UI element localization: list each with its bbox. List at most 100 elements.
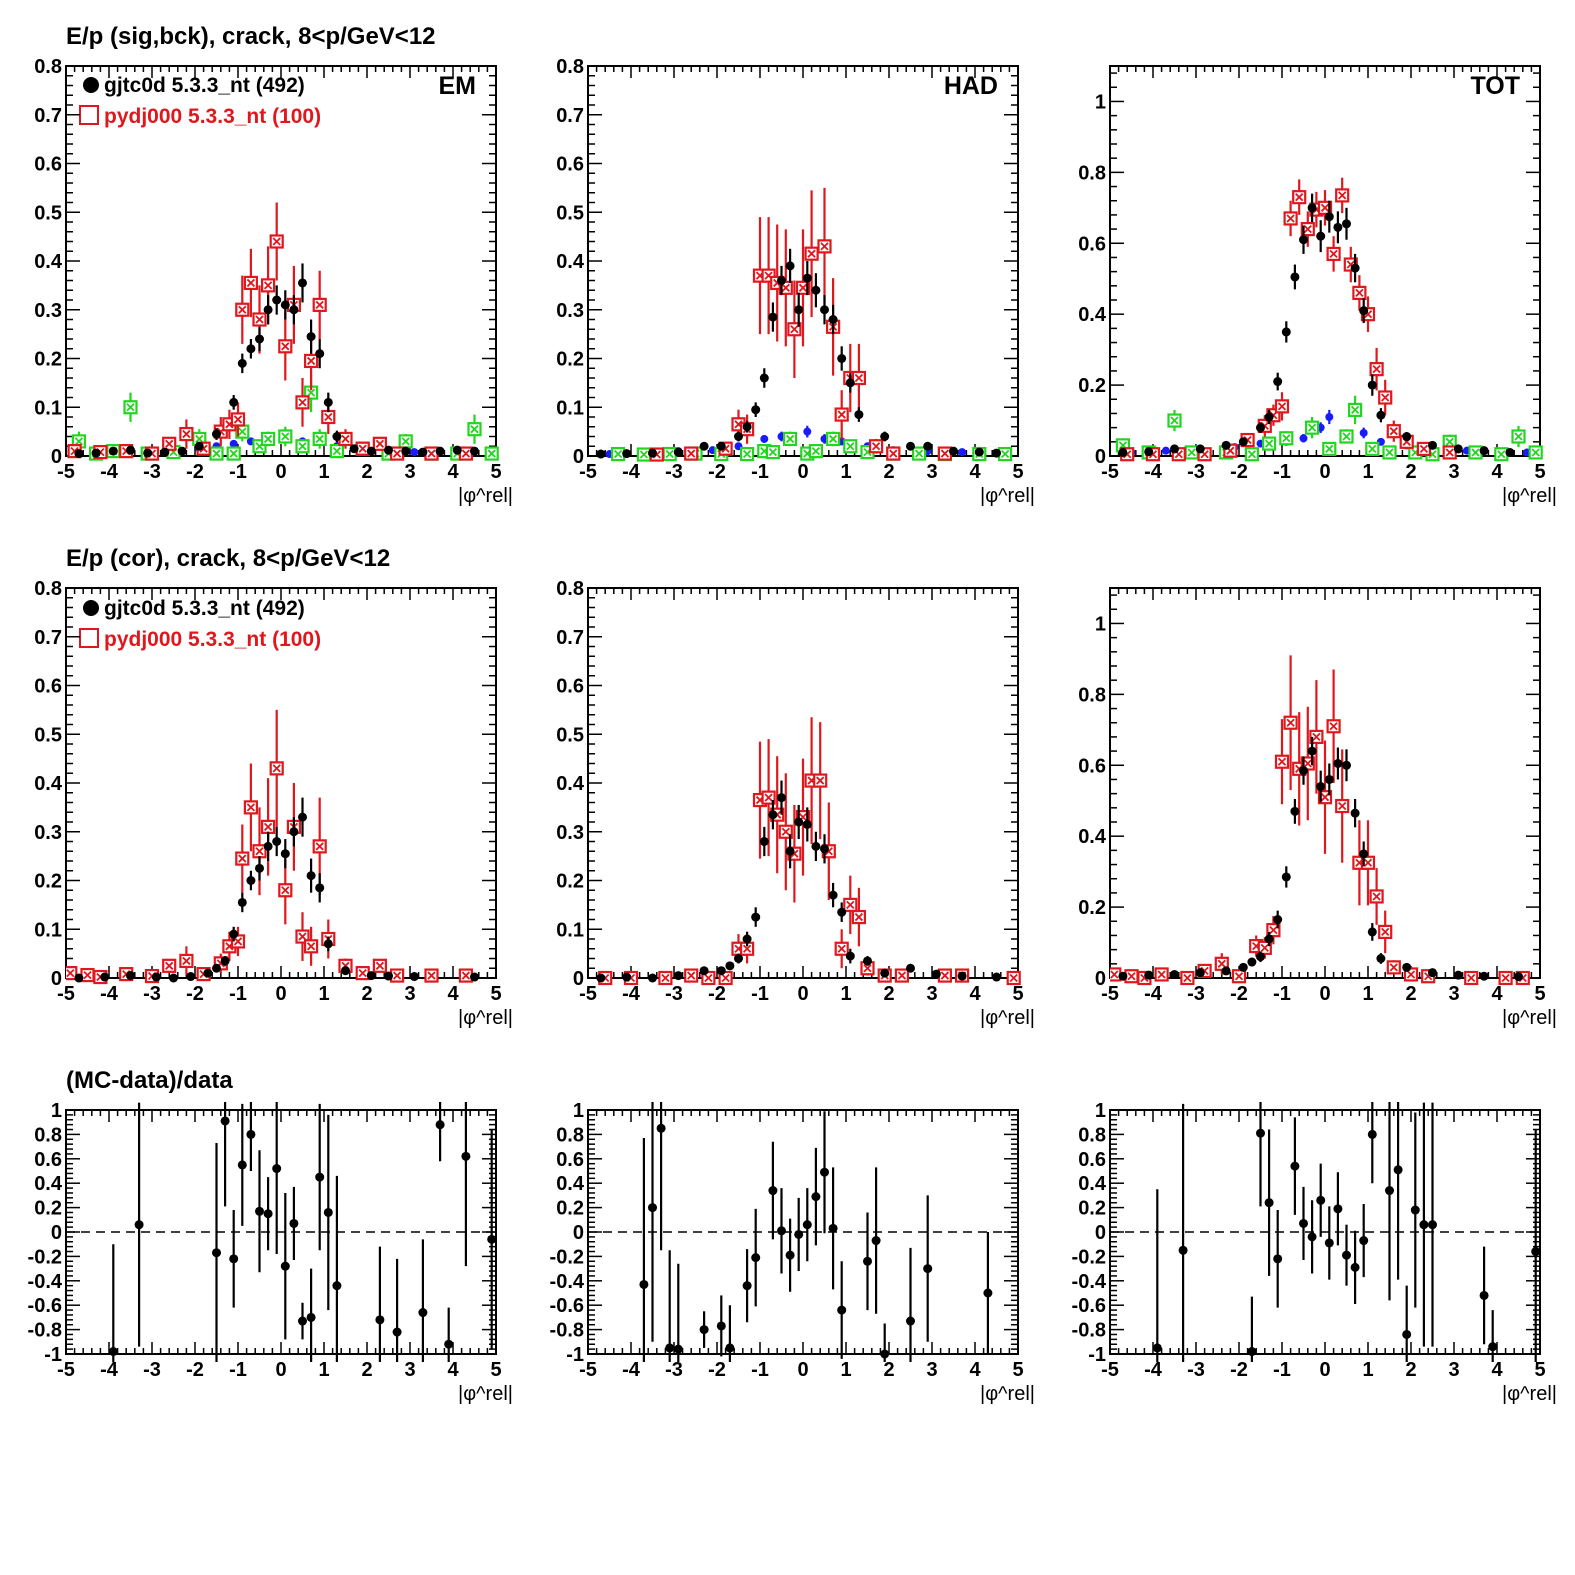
panel-em_sigbck: 0 0.1 0.2 0.3 0.4 0.5 0.6 0.7 0.8 -5 -4 -3 -2 -1 0 1 2 3 4… — [34, 56, 513, 507]
data-point — [673, 971, 683, 981]
y-tick-label: 0.2 — [34, 871, 62, 893]
data-point — [1514, 972, 1523, 982]
data-point — [220, 956, 230, 966]
data-point — [648, 448, 657, 458]
x-tick-label: -2 — [708, 983, 726, 1005]
data-point — [1118, 447, 1128, 457]
marker-cross — [1350, 405, 1360, 415]
data-point — [1367, 927, 1377, 937]
y-tick-label: 0.1 — [34, 397, 62, 419]
data-point — [409, 972, 419, 982]
data-point — [785, 846, 795, 856]
data-point — [461, 1151, 471, 1161]
y-tick-label: 0.8 — [1078, 684, 1106, 706]
data-point — [777, 276, 786, 285]
marker-cross — [375, 961, 385, 970]
background-data-point — [1325, 413, 1334, 421]
x-tick-label: 3 — [926, 1359, 937, 1381]
data-point — [1290, 806, 1300, 816]
data-point — [734, 954, 743, 963]
x-tick-label: -2 — [708, 461, 726, 483]
data-point — [1333, 759, 1343, 768]
data-point — [596, 973, 606, 983]
data-point — [401, 446, 411, 456]
marker-cross — [1260, 943, 1269, 953]
data-point — [306, 1312, 316, 1322]
data-point — [212, 429, 221, 439]
data-point — [126, 971, 135, 981]
x-tick-label: 2 — [1405, 461, 1416, 483]
marker-cross — [255, 315, 264, 324]
marker-cross — [790, 325, 799, 334]
y-tick-label: 0.8 — [1078, 1124, 1106, 1146]
data-point — [699, 441, 709, 451]
x-axis-label: |φ^rel| — [458, 1007, 513, 1029]
x-tick-label: 3 — [1448, 1359, 1459, 1381]
data-point — [74, 449, 84, 459]
y-tick-label: 0.4 — [1078, 304, 1107, 326]
y-tick-label: 0.8 — [556, 56, 584, 78]
x-axis-label: |φ^rel| — [1502, 1383, 1557, 1405]
legend-mc-label-middle: pydj000 5.3.3_nt (100) — [104, 628, 321, 651]
y-tick-label: 0.8 — [34, 56, 62, 78]
data-point — [435, 446, 445, 456]
data-point — [366, 971, 376, 981]
data-point — [418, 1308, 428, 1318]
marker-cross — [1183, 973, 1192, 983]
y-tick-label: -1 — [44, 1344, 62, 1366]
data-point — [759, 837, 769, 846]
data-point — [837, 907, 847, 917]
data-point — [742, 422, 752, 432]
x-tick-label: 1 — [1362, 461, 1373, 483]
x-tick-label: -4 — [622, 461, 641, 483]
markers — [639, 1102, 993, 1362]
x-tick-label: -1 — [751, 461, 769, 483]
marker-cross — [687, 971, 696, 980]
data-point — [794, 305, 804, 315]
marker-cross — [263, 281, 273, 290]
marker-cross — [897, 971, 907, 980]
marker-cross — [298, 398, 307, 407]
data-point — [751, 405, 761, 415]
marker-cross — [1389, 427, 1398, 436]
marker-cross — [665, 449, 674, 459]
x-tick-label: -5 — [1101, 983, 1119, 1005]
data-point — [906, 441, 915, 451]
data-point — [272, 837, 282, 846]
x-tick-label: 4 — [447, 1359, 459, 1381]
marker-cross — [1381, 927, 1390, 937]
marker-cross — [487, 449, 496, 458]
y-tick-label: 0.1 — [556, 919, 584, 941]
marker-cross — [461, 971, 471, 980]
data-point — [263, 1209, 273, 1219]
data-point — [246, 1129, 256, 1139]
data-point — [751, 1253, 761, 1263]
y-tick-label: -0.2 — [28, 1246, 62, 1268]
data-point — [923, 1264, 933, 1274]
x-tick-label: -1 — [751, 983, 769, 1005]
y-tick-label: 0 — [51, 1222, 62, 1244]
marker-cross — [281, 886, 290, 895]
panel-had_sigbck: 0 0.1 0.2 0.3 0.4 0.5 0.6 0.7 0.8 -5 -4 -3 -2 -1 0 1 2 3 4… — [556, 56, 1035, 507]
y-tick-label: 0.4 — [1078, 1173, 1107, 1195]
data-point — [289, 305, 299, 315]
x-tick-label: 3 — [404, 1359, 415, 1381]
x-tick-label: -3 — [1187, 1359, 1205, 1381]
marker-cross — [785, 434, 795, 444]
data-point — [229, 1254, 239, 1264]
markers — [108, 1102, 497, 1362]
y-tick-label: 0.3 — [556, 822, 584, 844]
marker-cross — [470, 425, 479, 434]
y-tick-label: -0.4 — [550, 1271, 585, 1293]
data-point — [1307, 746, 1317, 756]
x-tick-label: 4 — [969, 983, 981, 1005]
data-point — [768, 810, 778, 820]
x-tick-label: 2 — [883, 461, 894, 483]
marker-cross — [854, 912, 864, 922]
data-point — [74, 973, 84, 983]
data-point — [1531, 1247, 1541, 1257]
legend-data-label-middle: gjtc0d 5.3.3_nt (492) — [104, 597, 305, 620]
marker-cross — [1286, 718, 1295, 727]
y-tick-label: 0.3 — [34, 822, 62, 844]
marker-cross — [639, 450, 649, 459]
